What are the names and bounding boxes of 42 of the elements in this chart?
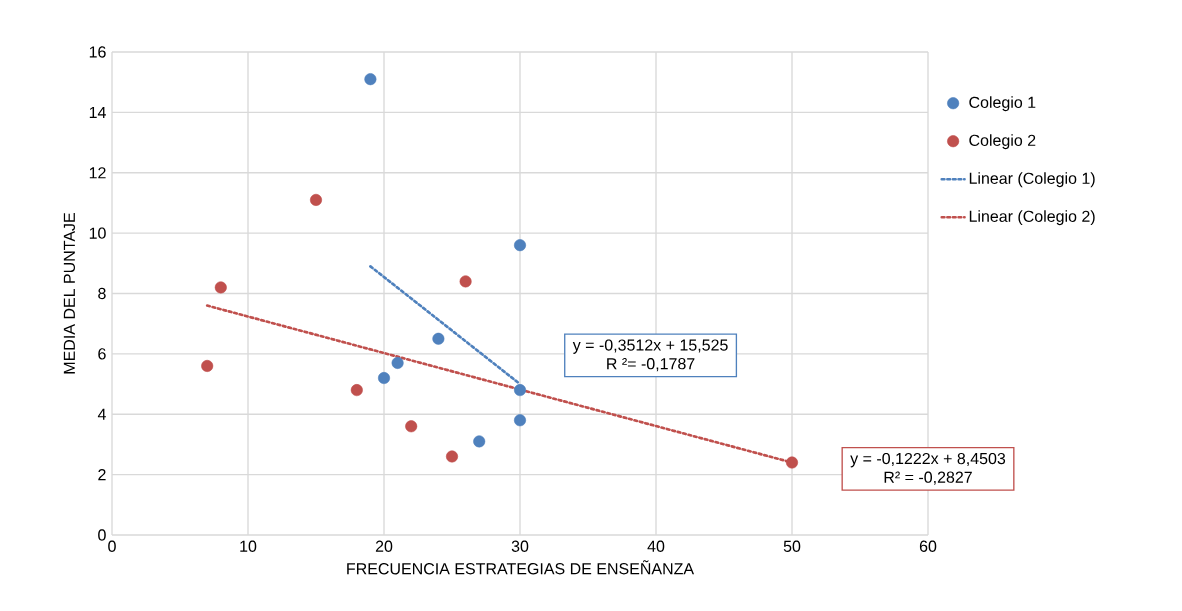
point [446, 450, 459, 463]
y-tick-label: 0 [98, 529, 106, 541]
annotation: y = -0,1222x + 8,4503 [850, 452, 1006, 468]
legend-label: Linear (Colegio 1) [969, 172, 1095, 188]
y-tick-label: 12 [89, 167, 106, 179]
annotation: R ²= -0,1787 [607, 358, 695, 372]
point [405, 420, 418, 433]
annotation: R² = -0,2827 [884, 471, 972, 485]
x-axis-title: FRECUENCIA ESTRATEGIAS DE ENSEÑANZA [347, 560, 695, 575]
x-tick-label: 30 [511, 540, 529, 552]
legend-label: Colegio 2 [969, 134, 1036, 150]
point [459, 275, 472, 288]
point [214, 281, 227, 294]
point [364, 73, 377, 86]
legend-label: Linear (Colegio 2) [969, 210, 1095, 226]
y-tick-label: 4 [97, 408, 106, 420]
y-tick-label: 6 [98, 348, 106, 360]
x-tick-label: 40 [647, 540, 665, 552]
y-tick-label: 14 [89, 106, 106, 118]
point [514, 239, 526, 252]
point [786, 456, 798, 469]
point [514, 384, 526, 397]
annotation: y = -0,3512x + 15,525 [572, 339, 728, 354]
point [473, 435, 486, 448]
point [432, 332, 445, 345]
point [350, 384, 363, 397]
x-tick-label: 60 [919, 540, 937, 552]
x-tick-label: 0 [108, 540, 116, 552]
point [391, 356, 404, 369]
x-tick-label: 20 [375, 540, 393, 552]
y-axis-title: MEDIA DEL PUNTAJE [63, 213, 75, 374]
point [201, 359, 214, 372]
y-tick-label: 10 [89, 227, 106, 239]
point [310, 193, 322, 206]
x-tick-label: 50 [783, 540, 801, 552]
y-tick-label: 8 [98, 287, 106, 300]
legend-label: Colegio 1 [969, 96, 1036, 112]
y-tick-label: 2 [98, 469, 106, 481]
point [514, 414, 526, 427]
y-tick-label: 16 [89, 46, 106, 58]
point [378, 372, 391, 385]
x-tick-label: 10 [240, 540, 257, 552]
